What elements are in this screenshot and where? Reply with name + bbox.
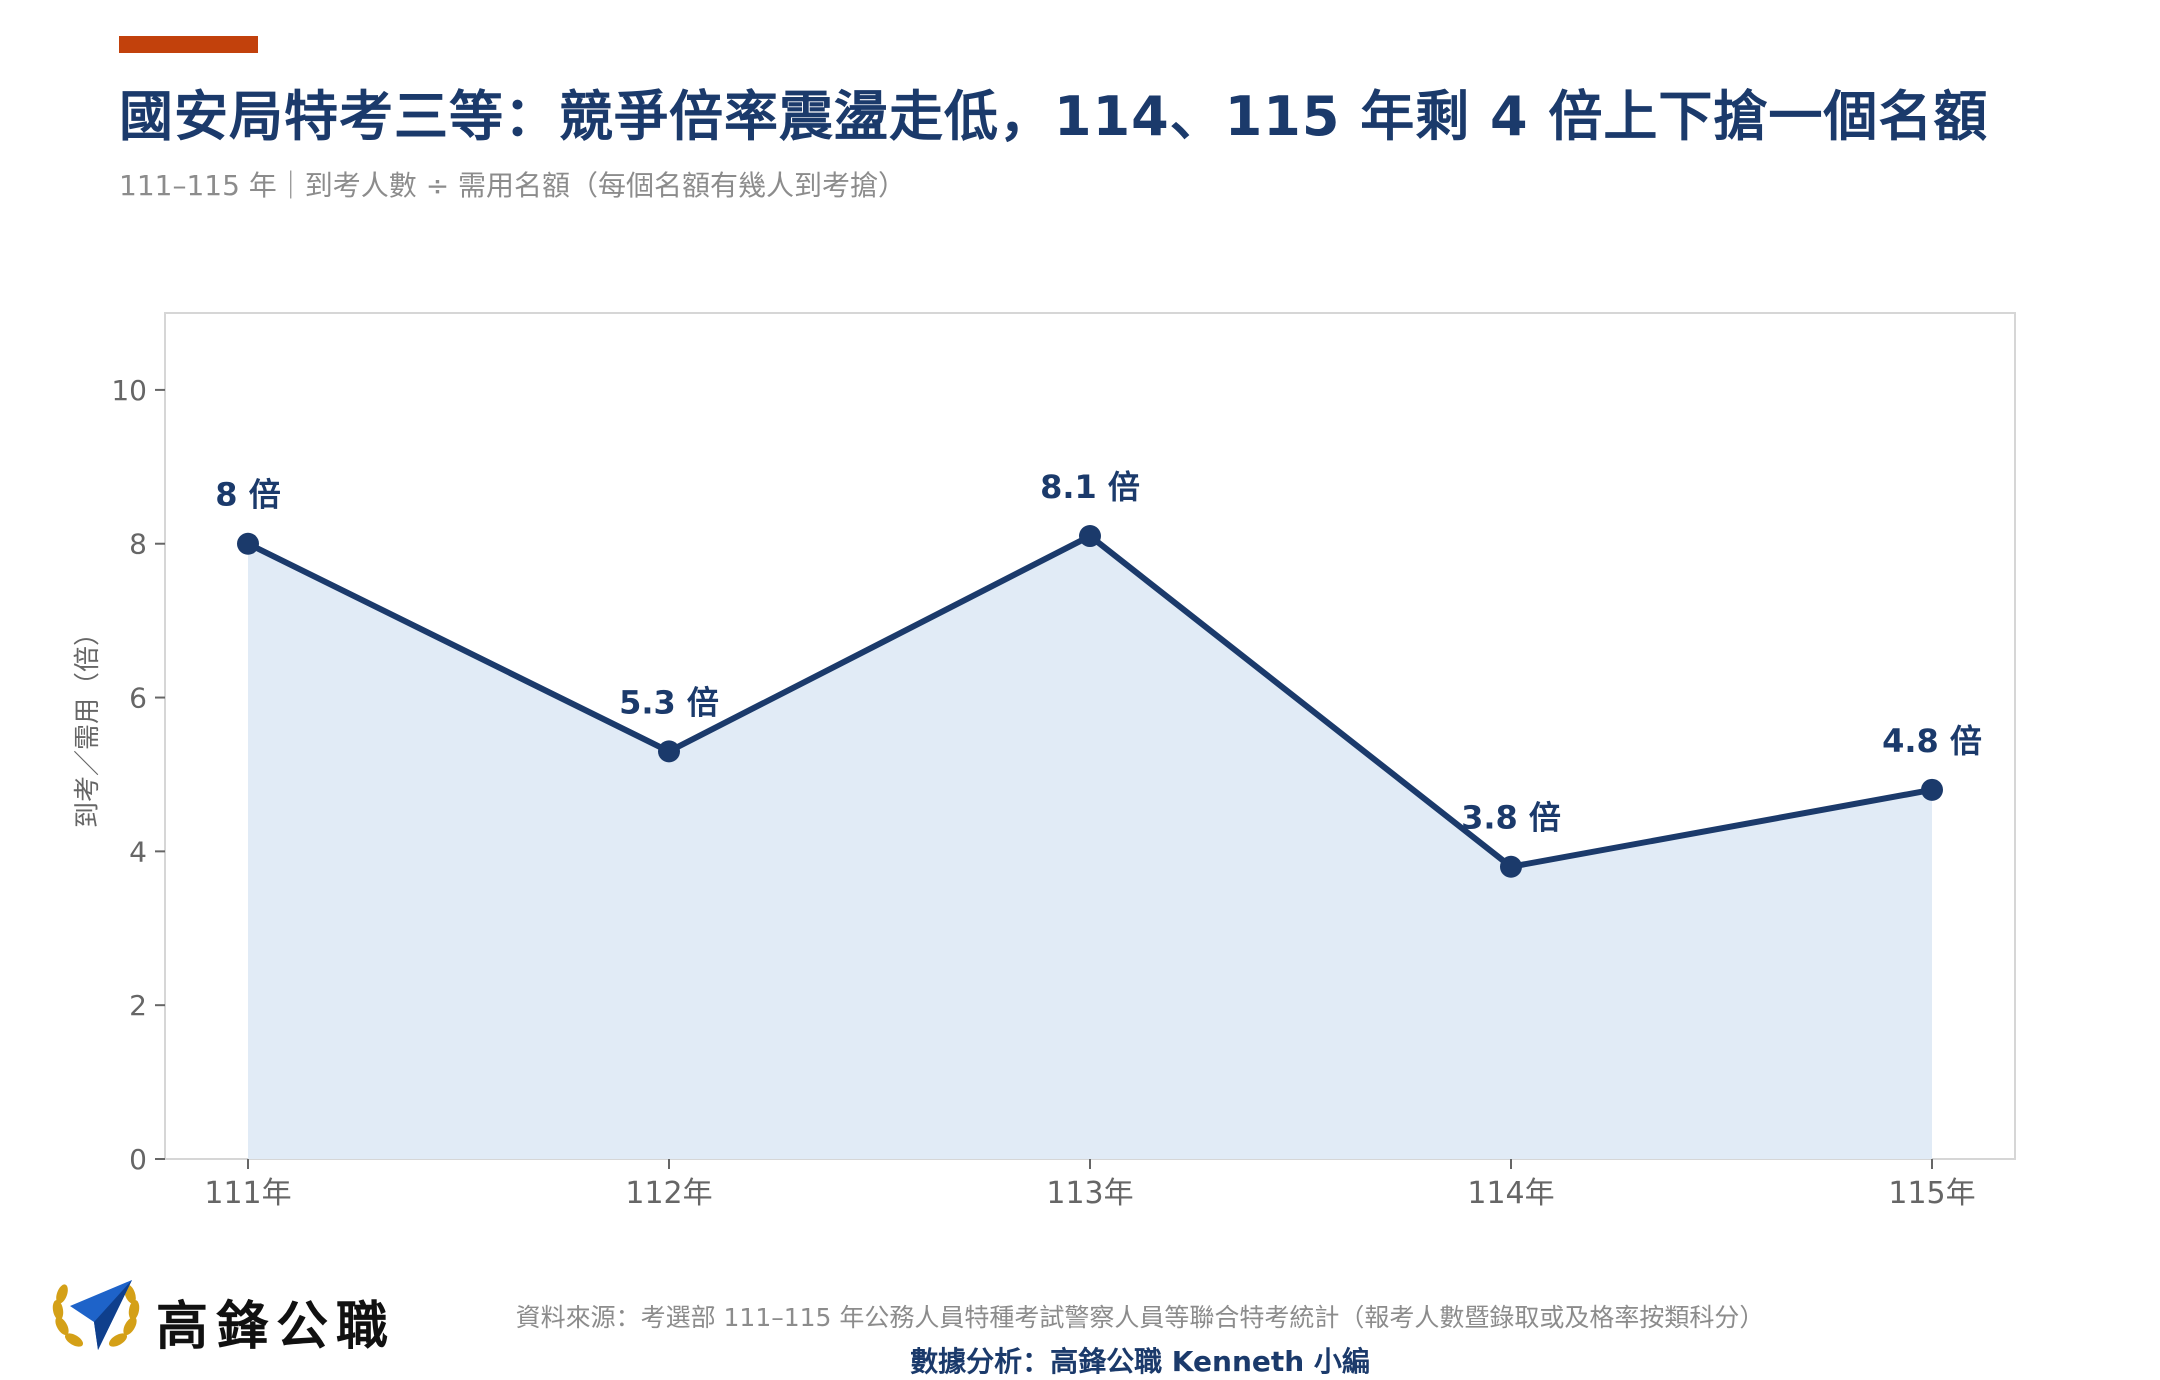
data-label: 8.1 倍 <box>1040 468 1140 506</box>
chart-subtitle: 111–115 年｜到考人數 ÷ 需用名額（每個名額有幾人到考搶） <box>119 169 907 202</box>
x-tick-label: 114年 <box>1467 1176 1554 1211</box>
accent-bar <box>119 36 258 53</box>
x-tick-label: 115年 <box>1888 1176 1975 1211</box>
y-tick-label: 6 <box>129 682 147 715</box>
y-tick-label: 0 <box>129 1143 147 1176</box>
data-label: 3.8 倍 <box>1461 799 1561 837</box>
x-tick-label: 113年 <box>1046 1176 1133 1211</box>
paper-plane-laurel-icon <box>52 1280 140 1350</box>
data-point <box>658 740 680 763</box>
data-point <box>1500 855 1522 878</box>
data-point <box>1079 525 1101 548</box>
area-fill <box>248 536 1932 1159</box>
data-label: 5.3 倍 <box>619 683 719 721</box>
y-tick-label: 4 <box>129 835 147 868</box>
chart-title: 國安局特考三等：競爭倍率震盪走低，114、115 年剩 4 倍上下搶一個名額 <box>119 85 1989 148</box>
x-tick-label: 111年 <box>204 1176 291 1211</box>
data-point <box>1921 778 1943 801</box>
data-label: 4.8 倍 <box>1882 722 1982 760</box>
data-point <box>237 532 259 555</box>
y-tick-label: 10 <box>111 374 147 407</box>
y-tick-label: 8 <box>129 528 147 561</box>
x-tick-label: 112年 <box>625 1176 712 1211</box>
y-tick-label: 2 <box>129 989 147 1022</box>
y-axis-label: 到考／需用（倍） <box>73 620 103 828</box>
data-source: 資料來源：考選部 111–115 年公務人員特種考試警察人員等聯合特考統計（報考… <box>515 1303 1765 1332</box>
analysis-credit: 數據分析：高鋒公職 Kenneth 小編 <box>910 1345 1370 1378</box>
brand-name: 高鋒公職 <box>156 1297 397 1357</box>
data-label: 8 倍 <box>215 476 280 514</box>
